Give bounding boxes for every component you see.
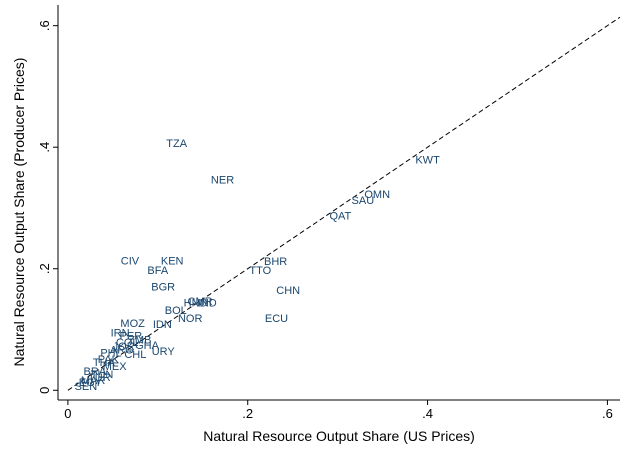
point-label: BRA [84, 366, 107, 378]
point-label: URY [152, 346, 176, 358]
point-label: NER [211, 175, 234, 187]
point-label: PER [120, 331, 143, 343]
y-axis-title: Natural Resource Output Share (Producer … [11, 58, 27, 367]
point-label: KEN [161, 255, 184, 267]
point-label: MAR [81, 375, 106, 387]
point-label: BFA [147, 265, 168, 277]
point-label: MEX [103, 361, 128, 373]
point-label: HND [184, 297, 208, 309]
point-label: TTO [249, 265, 271, 277]
point-label: KWT [415, 154, 440, 166]
point-label: TUN [91, 369, 114, 381]
y-tick-label: .2 [37, 263, 52, 274]
y-tick-label: .4 [37, 142, 52, 153]
point-label: OMN [364, 189, 390, 201]
point-label: MOZ [120, 318, 145, 330]
point-label: CMR [188, 296, 213, 308]
point-label: THA [93, 357, 116, 369]
point-label: PHL [100, 348, 121, 360]
point-label: CHL [124, 349, 146, 361]
point-label: BOL [165, 305, 187, 317]
x-tick-label: .2 [242, 406, 253, 421]
x-tick-label: .6 [602, 406, 613, 421]
point-label: IDN [153, 319, 172, 331]
reference-line [67, 16, 621, 391]
point-label: ECU [265, 313, 288, 325]
point-label: TUR [88, 372, 111, 384]
point-label: ZMB [128, 334, 151, 346]
y-tick-label: .6 [37, 20, 52, 31]
point-label: NOR [178, 313, 203, 325]
point-label: CHN [276, 285, 300, 297]
point-label: EGY [79, 377, 103, 389]
point-label: SAU [352, 195, 375, 207]
point-label: SEN [75, 381, 98, 393]
x-tick-label: .4 [422, 406, 433, 421]
point-label: IND [198, 297, 217, 309]
x-tick-label: 0 [64, 406, 71, 421]
point-label: PAK [98, 354, 120, 366]
point-label: CIV [121, 255, 140, 267]
point-label: IRN [111, 328, 130, 340]
point-label: COL [116, 337, 139, 349]
point-label: JOR [113, 341, 135, 353]
point-label: BHR [264, 256, 287, 268]
point-label: QAT [329, 210, 351, 222]
point-label: TZA [166, 138, 187, 150]
point-label: ARG [110, 345, 134, 357]
y-tick-label: 0 [37, 387, 52, 394]
point-label: GHA [135, 340, 160, 352]
point-label: BGR [151, 281, 175, 293]
x-axis-title: Natural Resource Output Share (US Prices… [203, 428, 475, 444]
